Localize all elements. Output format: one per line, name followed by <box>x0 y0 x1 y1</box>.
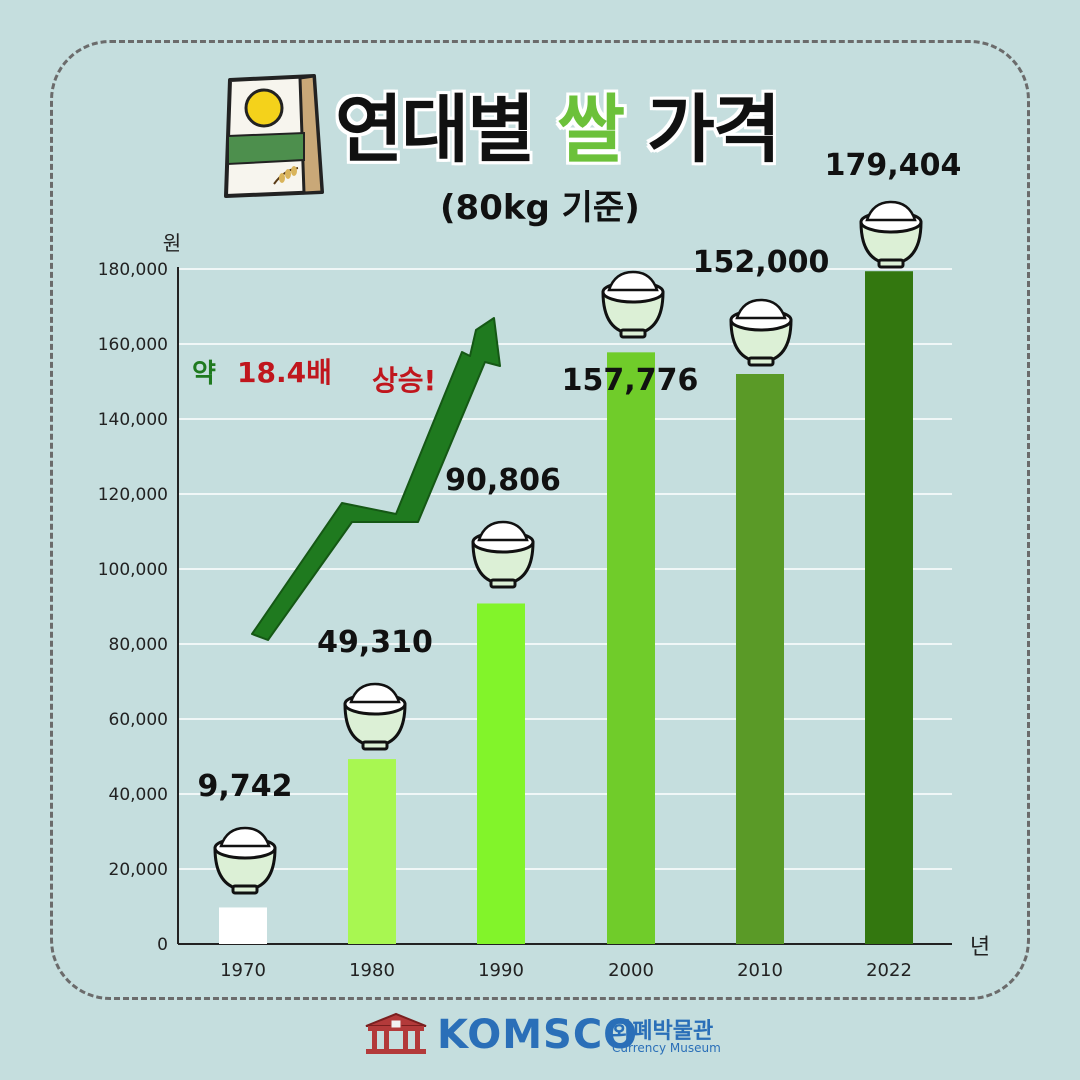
rice-bowl-icon <box>729 298 793 367</box>
rice-bowl-icon <box>213 826 277 895</box>
y-axis-unit-label: 원 <box>163 231 181 255</box>
annotation-prefix: 약 <box>192 359 216 389</box>
bar-1980 <box>348 759 396 944</box>
bar-2010 <box>736 374 784 944</box>
bar-2022 <box>865 271 913 944</box>
y-tick-label: 40,000 <box>109 785 168 805</box>
data-label: 179,404 <box>825 148 962 183</box>
dashed-frame <box>50 40 1030 1000</box>
rice-bowl-icon <box>859 200 923 269</box>
x-tick-label: 2022 <box>866 960 912 981</box>
museum-name-ko: 화폐박물관 <box>612 1019 714 1044</box>
trend-arrow <box>251 317 501 641</box>
y-tick-label: 20,000 <box>109 860 168 880</box>
data-label: 49,310 <box>317 625 433 660</box>
page-subtitle: (80kg 기준) <box>440 188 640 228</box>
y-tick-label: 180,000 <box>98 260 168 280</box>
data-label: 9,742 <box>198 769 293 804</box>
title-highlight: 쌀 <box>557 87 625 173</box>
rice-bowl-icon <box>343 682 407 751</box>
y-tick-label: 100,000 <box>98 560 168 580</box>
rice-bowl-icon <box>471 520 535 589</box>
y-tick-label: 140,000 <box>98 410 168 430</box>
data-label: 90,806 <box>445 463 561 498</box>
data-label: 157,776 <box>562 363 699 398</box>
komsco-logo-text: KOMSCO <box>437 1012 639 1058</box>
x-tick-label: 1990 <box>478 960 524 981</box>
y-tick-label: 80,000 <box>109 635 168 655</box>
rice-bowl-icon <box>601 270 665 339</box>
museum-name-en: Currency Museum <box>612 1041 721 1055</box>
x-tick-label: 1970 <box>220 960 266 981</box>
x-tick-label: 2000 <box>608 960 654 981</box>
y-tick-label: 120,000 <box>98 485 168 505</box>
page-title: 연대별 쌀 가격 <box>335 87 781 173</box>
y-tick-label: 0 <box>157 935 168 955</box>
y-tick-label: 60,000 <box>109 710 168 730</box>
y-tick-label: 160,000 <box>98 335 168 355</box>
data-label: 152,000 <box>693 245 830 280</box>
bar-2000 <box>607 352 655 945</box>
bar-1970 <box>219 907 267 944</box>
bar-1990 <box>477 603 525 944</box>
x-tick-label: 1980 <box>349 960 395 981</box>
museum-building-icon <box>365 1012 427 1054</box>
rice-bag-icon <box>224 74 324 198</box>
x-axis-unit-label: 년 <box>970 935 990 960</box>
x-tick-label: 2010 <box>737 960 783 981</box>
annotation-ratio: 18.4배 <box>237 356 332 389</box>
annotation-suffix: 상승! <box>372 364 436 397</box>
